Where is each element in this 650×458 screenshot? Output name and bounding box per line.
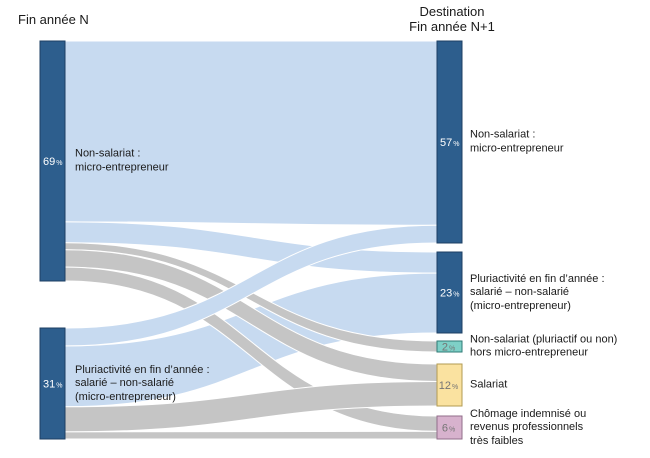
sankey-flow-L0-R0 bbox=[65, 41, 437, 226]
node-pct-R1: 23% bbox=[440, 288, 459, 300]
sankey-flow-L1-R4-edges bbox=[64, 430, 438, 440]
sankey-node-R3 bbox=[436, 363, 463, 407]
node-pct-R0: 57% bbox=[440, 137, 459, 149]
sankey-node-R1 bbox=[436, 251, 463, 334]
sankey-flow-L0-R4 bbox=[65, 267, 437, 432]
sankey-node-R0 bbox=[436, 40, 463, 244]
sankey-flow-L1-R0-edges bbox=[64, 224, 438, 347]
right-column-title-line1: Destination bbox=[419, 4, 485, 19]
node-label-R1: Pluriactivité en fin d’année : salarié –… bbox=[470, 272, 605, 312]
sankey-flow-L1-R3-edges bbox=[64, 381, 438, 433]
sankey-flow-L1-R0 bbox=[65, 225, 437, 346]
right-column-title: Destination Fin année N+1 bbox=[362, 4, 542, 34]
node-label-L0: Non-salariat : micro-entrepreneur bbox=[75, 147, 169, 174]
node-label-R2: Non-salariat (pluriactif ou non) hors mi… bbox=[470, 333, 618, 359]
sankey-flow-L0-R1 bbox=[65, 221, 437, 274]
sankey-flow-L0-R0-edges bbox=[64, 40, 438, 226]
node-pct-L1: 31% bbox=[43, 379, 62, 391]
node-label-L1: Pluriactivité en fin d’année : salarié –… bbox=[75, 363, 210, 403]
sankey-node-R4 bbox=[436, 415, 463, 440]
node-label-R3: Salariat bbox=[470, 378, 508, 391]
sankey-flow-L1-R1 bbox=[65, 273, 437, 407]
node-pct-R2: 2% bbox=[442, 342, 455, 354]
sankey-node-R2 bbox=[436, 340, 463, 353]
sankey-flow-L0-R3-edges bbox=[64, 249, 438, 382]
sankey-flow-L0-R1-edges bbox=[64, 221, 438, 274]
node-label-R4: Chômage indemnisé ou revenus professionn… bbox=[470, 407, 587, 447]
node-pct-R4: 6% bbox=[442, 423, 455, 435]
sankey-node-L0 bbox=[39, 40, 66, 282]
node-pct-R3: 12% bbox=[439, 380, 458, 392]
sankey-flow-L1-R4 bbox=[65, 431, 437, 439]
sankey-flow-L0-R2 bbox=[65, 242, 437, 352]
sankey-node-L1 bbox=[39, 327, 66, 440]
node-pct-L0: 69% bbox=[43, 156, 62, 168]
sankey-flow-L1-R3 bbox=[65, 381, 437, 432]
sankey-flow-L0-R4-edges bbox=[64, 266, 438, 432]
node-label-R0: Non-salariat : micro-entrepreneur bbox=[470, 128, 564, 155]
sankey-flow-L0-R3 bbox=[65, 249, 437, 382]
left-column-title: Fin année N bbox=[18, 12, 89, 27]
right-column-title-line2: Fin année N+1 bbox=[409, 18, 495, 34]
